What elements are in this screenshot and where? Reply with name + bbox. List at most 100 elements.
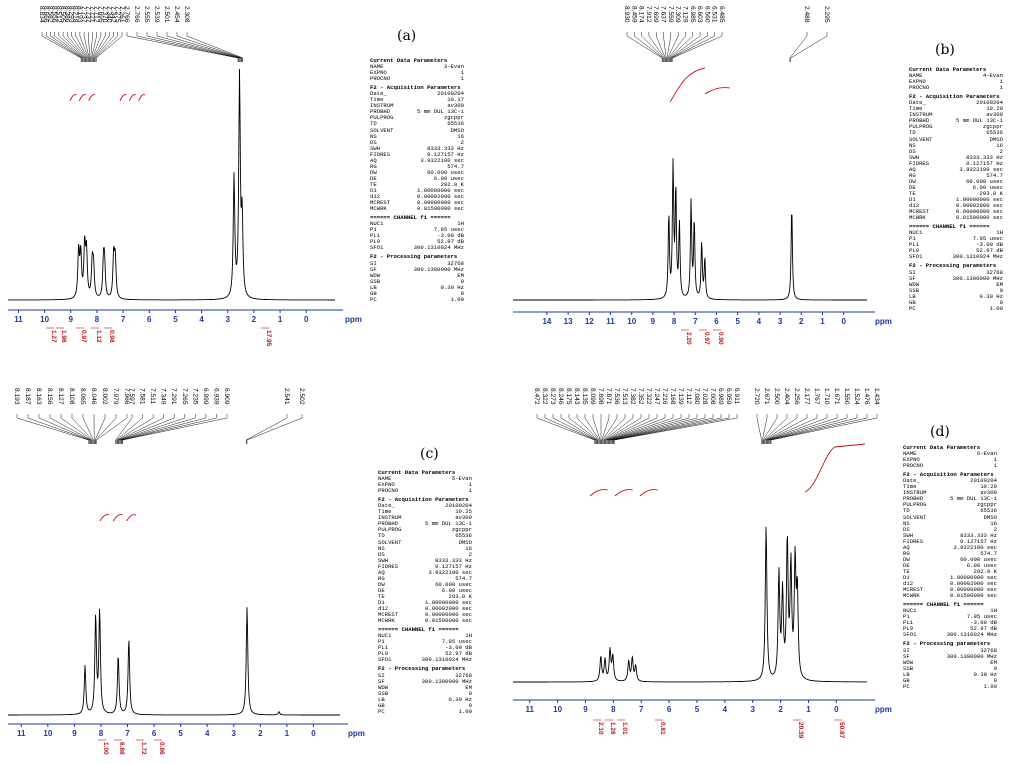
peak-label: 8.187 [24, 388, 31, 405]
peak-label: 8.472 [533, 388, 540, 405]
peak-label: 8.218 [72, 6, 79, 23]
param-aq: AQ 3.9322100 sec [909, 165, 1003, 173]
param-rg: RG 574.7 [378, 574, 472, 582]
peak-label: 8.322 [541, 388, 548, 405]
peak-label: 2.256 [793, 388, 800, 405]
param-procno: PROCNO 1 [909, 84, 1003, 92]
param-probhd: PROBHD 5 mm DUL 13C-1 [903, 495, 997, 503]
param-mcwrk: MCWRK 0.01500000 sec [370, 205, 464, 213]
peak-leader-line [45, 32, 83, 62]
param-date: Date_ 20100204 [903, 477, 997, 485]
peak-label: 8.163 [35, 388, 42, 405]
peak-leader-line [60, 414, 93, 444]
integral-value: 0.97 [703, 332, 710, 345]
peak-leader-line [122, 414, 228, 444]
peak-leader-line [601, 414, 610, 444]
param-swh: SWH 8333.333 Hz [903, 531, 997, 539]
peak-leader-line [669, 32, 694, 62]
axis-tick-label: 6 [147, 315, 152, 324]
integral-curve [589, 489, 658, 497]
peak-leader-line [92, 32, 102, 62]
param-solvent: SOLVENT DMSO [378, 538, 472, 546]
peak-label: 8.193 [13, 388, 20, 405]
peak-leader-line [584, 414, 600, 444]
param-swh: SWH 8333.333 Hz [378, 556, 472, 564]
acq-header: F2 - Acquisition Parameters [370, 84, 461, 92]
peak-label: 8.246 [557, 388, 564, 405]
param-date: Date_ 20100204 [909, 99, 1003, 107]
param-mcwrk: MCWRK 0.01500000 sec [903, 592, 997, 600]
param-si: SI 32768 [378, 671, 472, 679]
peak-label: 6.911 [733, 388, 740, 404]
peak-label: 8.505 [59, 6, 66, 23]
param-swh: SWH 8333.333 Hz [909, 153, 1003, 161]
axis-tick-label: 11 [17, 729, 26, 738]
peak-leader-line [117, 414, 164, 444]
peak-label: 2.308 [183, 6, 190, 23]
acquisition-parameters-b: Current Data Parameters NAME 4-Evan EXPNO 1 P… [909, 66, 1003, 312]
peak-leader-line [118, 414, 175, 444]
peak-label: 8.099 [589, 388, 596, 405]
integral-value: 1.01 [621, 722, 628, 735]
param-d1: D1 1.00000000 sec [378, 598, 472, 606]
param-fidres: FIDRES 0.127157 Hz [378, 562, 472, 570]
peak-leader-line [50, 32, 83, 62]
param-dw: DW 60.000 usec [370, 168, 464, 176]
param-d12: d12 0.00002000 sec [370, 193, 464, 201]
axis-tick-label: 8 [95, 315, 100, 324]
param-pulprog: PULPROG zgcppr [378, 526, 472, 534]
param-sfo1: SFO1 300.1310024 MHz [378, 656, 472, 664]
spectrum-trace [513, 158, 867, 301]
param-gb: GB 0 [909, 298, 1003, 306]
param-ssb: SSB 0 [370, 277, 464, 285]
peak-leader-line [648, 32, 665, 62]
param-d1: D1 1.00000000 sec [903, 573, 997, 581]
axis-tick-label: 13 [564, 317, 573, 326]
channel-header: ====== CHANNEL f1 ====== [370, 214, 451, 222]
peak-leader-line [552, 414, 597, 444]
param-nuc1: NUC1 1H [909, 229, 1003, 237]
peak-label: 7.342 [110, 6, 117, 23]
spectrum-trace [8, 68, 335, 301]
peak-label: 6.909 [223, 388, 230, 405]
peak-label: 1.434 [873, 388, 880, 405]
peak-label: 2.404 [783, 388, 790, 405]
peak-leader-line [607, 414, 666, 444]
param-ssb: SSB 0 [909, 286, 1003, 294]
peak-leader-line [136, 32, 240, 62]
axis-tick-label: 10 [627, 317, 636, 326]
param-aq: AQ 3.9322100 sec [378, 568, 472, 576]
param-ssb: SSB 0 [378, 689, 472, 697]
peak-leader-line [115, 414, 133, 444]
peak-leader-line [768, 414, 848, 444]
peak-leader-line [790, 32, 828, 62]
axis-tick-label: 2 [258, 729, 263, 738]
peak-label: 1.476 [863, 388, 870, 405]
param-wdw: WDW EM [909, 280, 1003, 288]
channel-header: ====== CHANNEL f1 ====== [903, 601, 984, 609]
integral-value: 0.86 [158, 742, 165, 755]
peak-label: 2.177 [803, 388, 810, 405]
peak-label: 7.721 [89, 6, 96, 23]
axis-tick-label: 4 [723, 705, 728, 714]
peak-label: 6.560 [703, 6, 710, 23]
peak-label: 6.989 [717, 388, 724, 405]
peak-leader-line [634, 32, 664, 62]
spectrum-panel-c: 11 10 9 8 7 6 5 4 3 2 1 0 ppm 8.193 8.187 8.163 8.156 8.1… [0, 382, 505, 764]
param-solvent: SOLVENT DMSO [909, 135, 1003, 143]
peak-label: 7.235 [191, 388, 198, 405]
peak-label: 2.720 [753, 388, 760, 405]
axis-tick-label: 2 [778, 705, 783, 714]
panel-label-c: (c) [420, 446, 439, 462]
peak-label: 8.002 [101, 388, 108, 405]
integral-value: 0.98 [108, 330, 115, 343]
integral-value: 2.20 [685, 332, 692, 345]
params-header: Current Data Parameters [378, 469, 456, 476]
peak-label: 2.488 [803, 6, 810, 23]
peak-leader-line [611, 414, 714, 444]
axis-tick-label: 11 [606, 317, 615, 326]
param-procno: PROCNO 1 [370, 75, 464, 83]
param-rg: RG 574.7 [909, 171, 1003, 179]
